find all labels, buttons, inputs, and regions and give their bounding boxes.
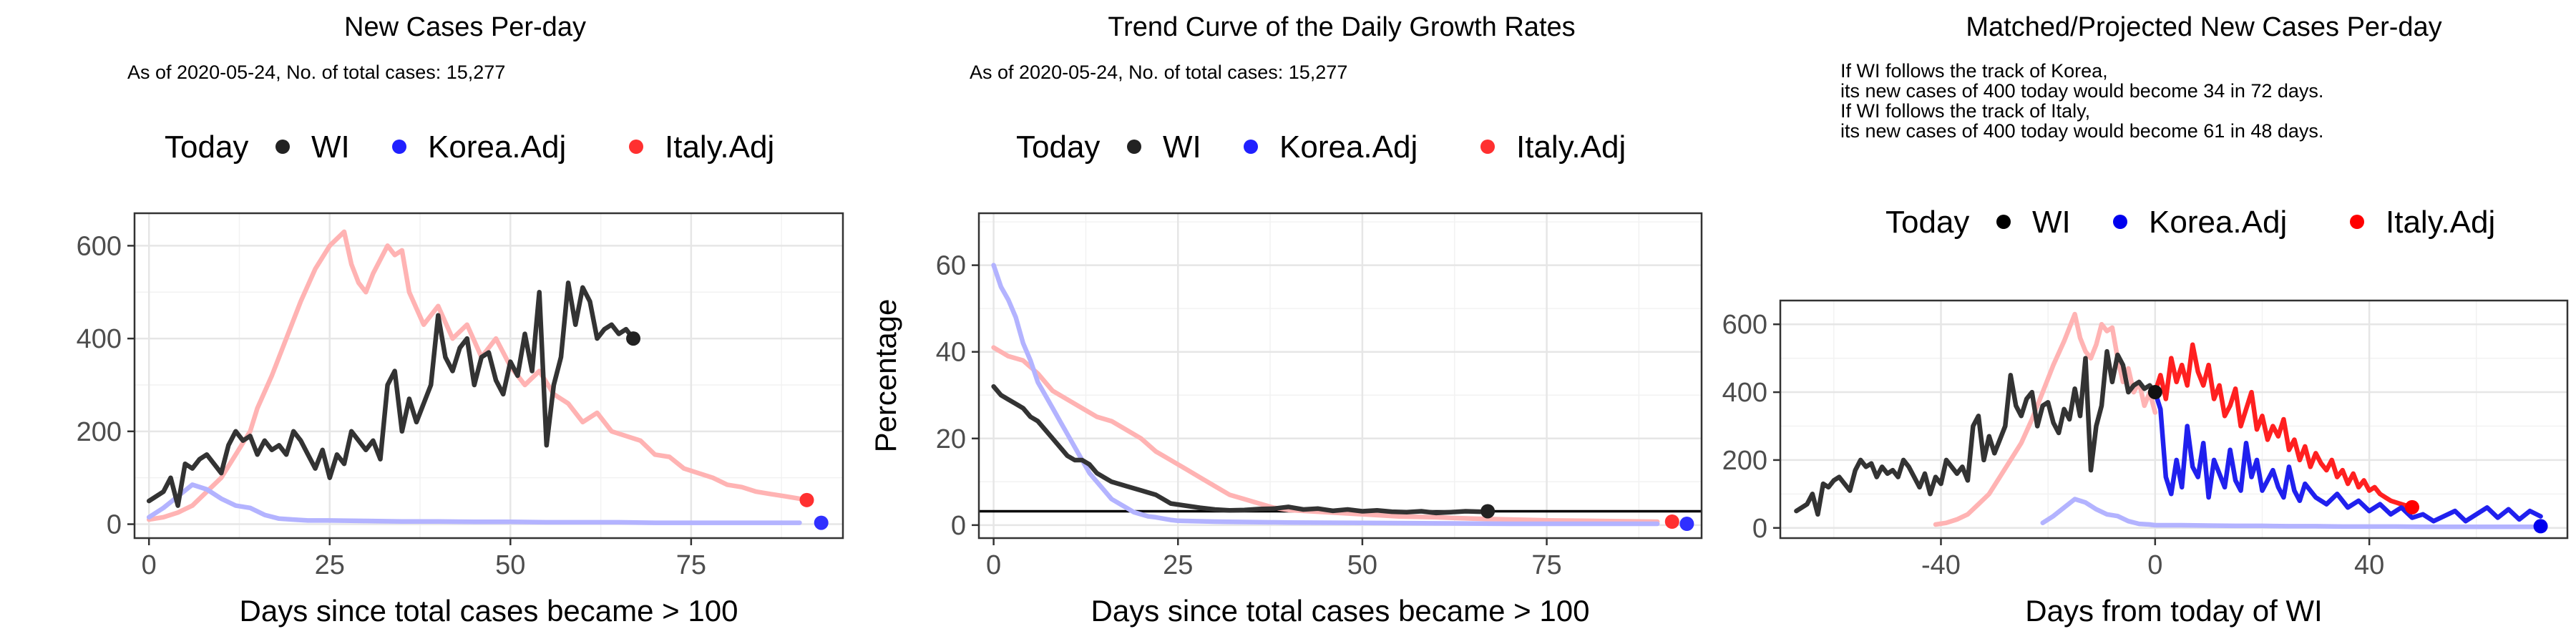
series-group bbox=[1794, 311, 2548, 534]
gridlines bbox=[1780, 301, 2567, 538]
legend-dot-wi bbox=[1127, 140, 1141, 154]
y-tick-label: 60 bbox=[936, 251, 966, 281]
plot-border bbox=[1779, 299, 2569, 540]
x-tick-label: -40 bbox=[1921, 550, 1961, 580]
chart-subtitle-line: As of 2020-05-24, No. of total cases: 15… bbox=[970, 62, 1347, 83]
legend-label: WI bbox=[311, 130, 350, 165]
today-point-italy-adj bbox=[799, 492, 814, 507]
legend-label: WI bbox=[2032, 205, 2071, 240]
legend-label: Italy.Adj bbox=[665, 130, 774, 165]
chart-subtitle-line: its new cases of 400 today would become … bbox=[1840, 120, 2323, 142]
series-line-italy-adj bbox=[991, 345, 1660, 525]
y-tick-label: 200 bbox=[1722, 446, 1767, 476]
x-axis-label: Days from today of WI bbox=[2025, 594, 2322, 628]
y-tick-label: 20 bbox=[936, 424, 966, 454]
today-point-wi bbox=[1480, 504, 1496, 519]
y-tick-label: 40 bbox=[936, 338, 966, 368]
series-line-korea-adj bbox=[146, 482, 802, 525]
plot-border bbox=[977, 212, 1703, 540]
y-axis-label: Percentage bbox=[869, 299, 902, 453]
series-group bbox=[991, 263, 1694, 532]
series-line-italy-adj-past bbox=[1933, 311, 2158, 527]
legend: Today WI Korea.Adj Italy.Adj bbox=[1885, 205, 2495, 240]
x-axis-label: Days since total cases became > 100 bbox=[1091, 594, 1590, 628]
chart-subtitle-line: As of 2020-05-24, No. of total cases: 15… bbox=[127, 62, 505, 83]
x-tick-label: 0 bbox=[142, 550, 157, 580]
legend-dot-korea-adj bbox=[2113, 215, 2127, 229]
today-point-korea-adj bbox=[814, 515, 829, 530]
legend-dot-wi bbox=[1996, 215, 2011, 229]
chart-subtitle-line: If WI follows the track of Italy, bbox=[1840, 100, 2090, 122]
legend-label: Italy.Adj bbox=[1516, 130, 1626, 165]
today-point-wi bbox=[2147, 385, 2162, 400]
legend-label: Korea.Adj bbox=[1279, 130, 1418, 165]
today-point-italy-adj bbox=[2404, 499, 2419, 514]
x-axis-label: Days since total cases became > 100 bbox=[240, 594, 738, 628]
chart-title: Trend Curve of the Daily Growth Rates bbox=[1108, 12, 1575, 42]
x-tick-label: 75 bbox=[676, 550, 706, 580]
x-tick-label: 40 bbox=[2354, 550, 2384, 580]
legend-title: Today bbox=[165, 130, 248, 165]
series-line-korea-adj bbox=[2152, 389, 2543, 524]
plot-area bbox=[1780, 301, 2567, 538]
x-tick-label: 0 bbox=[986, 550, 1001, 580]
y-tick-label: 0 bbox=[107, 510, 122, 540]
chart-title: New Cases Per-day bbox=[344, 12, 586, 42]
legend-dot-wi bbox=[275, 140, 290, 154]
x-tick-label: 25 bbox=[1163, 550, 1193, 580]
x-tick-label: 50 bbox=[495, 550, 525, 580]
x-tick-label: 50 bbox=[1347, 550, 1377, 580]
chart-subtitle-line: If WI follows the track of Korea, bbox=[1840, 60, 2108, 82]
y-tick-label: 600 bbox=[77, 231, 122, 261]
y-tick-label: 400 bbox=[1722, 378, 1767, 408]
gridlines bbox=[979, 213, 1702, 538]
today-point-korea-adj bbox=[1679, 517, 1694, 532]
legend-label: Korea.Adj bbox=[2149, 205, 2287, 240]
today-point-wi bbox=[626, 331, 641, 346]
chart-panel-projected-cases: Matched/Projected New Cases Per-day If WI… bbox=[1722, 12, 2569, 628]
y-tick-label: 600 bbox=[1722, 310, 1767, 340]
series-line-wi bbox=[1794, 348, 2158, 517]
series-line-korea-adj-past bbox=[2040, 497, 2543, 530]
plot-area bbox=[135, 213, 843, 538]
legend-dot-korea-adj bbox=[392, 140, 406, 154]
legend-label: WI bbox=[1163, 130, 1201, 165]
legend-dot-italy-adj bbox=[629, 140, 643, 154]
x-tick-label: 75 bbox=[1531, 550, 1561, 580]
y-tick-label: 0 bbox=[951, 511, 966, 541]
x-tick-label: 0 bbox=[2147, 550, 2162, 580]
today-point-korea-adj bbox=[2533, 519, 2548, 534]
chart-title: Matched/Projected New Cases Per-day bbox=[1966, 12, 2441, 42]
legend-label: Italy.Adj bbox=[2386, 205, 2495, 240]
chart-panel-growth-rates: Trend Curve of the Daily Growth Rates As … bbox=[869, 12, 1703, 628]
plot-border bbox=[133, 212, 844, 540]
legend-dot-italy-adj bbox=[1480, 140, 1495, 154]
series-group bbox=[146, 229, 829, 530]
chart-subtitle-line: its new cases of 400 today would become … bbox=[1840, 80, 2323, 102]
y-tick-label: 200 bbox=[77, 417, 122, 447]
plot-area bbox=[979, 213, 1702, 538]
legend: Today WI Korea.Adj Italy.Adj bbox=[1016, 130, 1626, 165]
series-line-wi bbox=[991, 384, 1491, 516]
gridlines bbox=[135, 213, 843, 538]
y-tick-label: 400 bbox=[77, 324, 122, 354]
legend-title: Today bbox=[1885, 205, 1969, 240]
series-line-wi bbox=[146, 280, 636, 508]
legend-title: Today bbox=[1016, 130, 1100, 165]
legend-dot-italy-adj bbox=[2350, 215, 2364, 229]
x-tick-label: 25 bbox=[315, 550, 345, 580]
axis-ticks: 0 25 50 75 0 200 400 600 bbox=[77, 231, 706, 580]
series-line-korea-adj bbox=[991, 263, 1660, 527]
axis-ticks: 0 25 50 75 0 20 40 60 bbox=[936, 251, 1562, 580]
y-tick-label: 0 bbox=[1752, 514, 1767, 544]
today-point-italy-adj bbox=[1664, 514, 1679, 529]
chart-panel-new-cases: New Cases Per-day As of 2020-05-24, No. o… bbox=[77, 12, 844, 628]
series-line-italy-adj bbox=[2152, 342, 2415, 510]
legend-label: Korea.Adj bbox=[428, 130, 566, 165]
series-line-italy-adj bbox=[146, 229, 802, 522]
legend-dot-korea-adj bbox=[1244, 140, 1258, 154]
legend: Today WI Korea.Adj Italy.Adj bbox=[165, 130, 774, 165]
